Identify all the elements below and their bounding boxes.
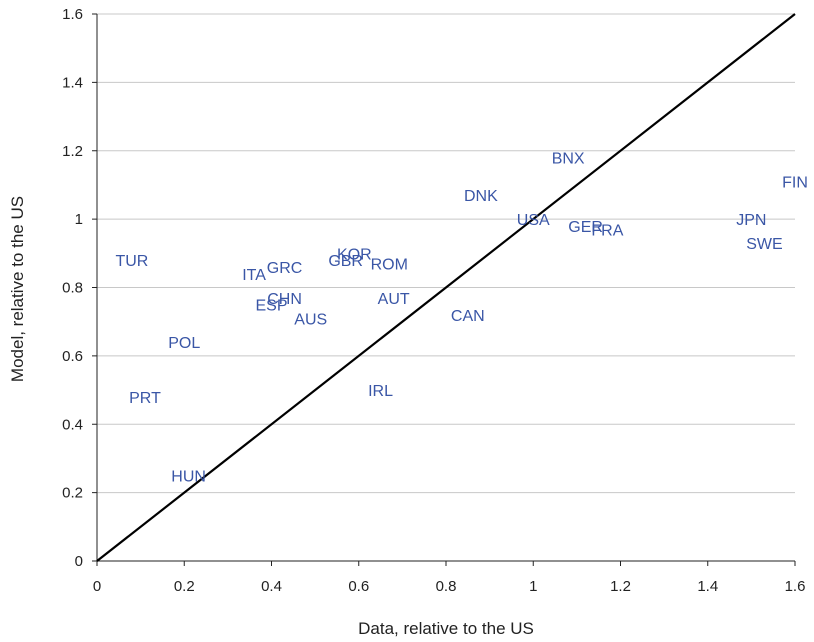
point-label-jpn: JPN <box>736 212 766 229</box>
x-tick-label: 0.2 <box>174 578 195 595</box>
point-label-pol: POL <box>168 335 200 352</box>
point-label-dnk: DNK <box>464 188 498 205</box>
x-tick-label: 0.4 <box>261 578 282 595</box>
y-tick-label: 0 <box>75 553 83 570</box>
y-tick-label: 0.2 <box>62 485 83 502</box>
point-label-hun: HUN <box>171 469 206 486</box>
point-label-ita: ITA <box>242 267 266 284</box>
point-label-kor: KOR <box>337 246 372 263</box>
point-label-aus: AUS <box>294 311 327 328</box>
point-label-fra: FRA <box>591 222 623 239</box>
point-label-tur: TUR <box>115 253 148 270</box>
point-label-irl: IRL <box>368 383 393 400</box>
y-tick-label: 0.8 <box>62 280 83 297</box>
y-axis-title: Model, relative to the US <box>8 196 27 382</box>
grid-lines <box>97 13 795 494</box>
reference-line <box>96 13 796 562</box>
point-label-usa: USA <box>517 212 550 229</box>
point-label-gbr: GBR <box>328 253 363 270</box>
x-tick-label: 0.8 <box>436 578 457 595</box>
y-axis-ticks: 0 0.2 0.4 0.6 0.8 1 1.2 1.4 1.6 <box>62 6 97 570</box>
y-tick-label: 1.6 <box>62 6 83 23</box>
x-tick-label: 1 <box>529 578 537 595</box>
point-label-esp: ESP <box>255 298 287 315</box>
point-label-swe: SWE <box>746 236 782 253</box>
x-axis-title: Data, relative to the US <box>358 619 534 638</box>
y-tick-label: 0.6 <box>62 348 83 365</box>
point-label-bnx: BNX <box>552 151 585 168</box>
y-tick-label: 1.4 <box>62 74 83 91</box>
point-label-chn: CHN <box>267 291 302 308</box>
x-tick-label: 0.6 <box>348 578 369 595</box>
x-tick-label: 1.2 <box>610 578 631 595</box>
x-tick-label: 0 <box>93 578 101 595</box>
y-tick-label: 1 <box>75 211 83 228</box>
point-label-ger: GER <box>568 219 603 236</box>
point-label-can: CAN <box>451 308 485 325</box>
x-axis-ticks: 0 0.2 0.4 0.6 0.8 1 1.2 1.4 1.6 <box>93 561 806 595</box>
point-label-rom: ROM <box>371 257 408 274</box>
point-label-grc: GRC <box>267 260 303 277</box>
y-tick-label: 0.4 <box>62 416 83 433</box>
point-label-aut: AUT <box>378 291 410 308</box>
x-tick-label: 1.6 <box>785 578 806 595</box>
x-tick-label: 1.4 <box>697 578 718 595</box>
point-label-fin: FIN <box>782 175 808 192</box>
y-tick-label: 1.2 <box>62 143 83 160</box>
point-label-prt: PRT <box>129 390 161 407</box>
